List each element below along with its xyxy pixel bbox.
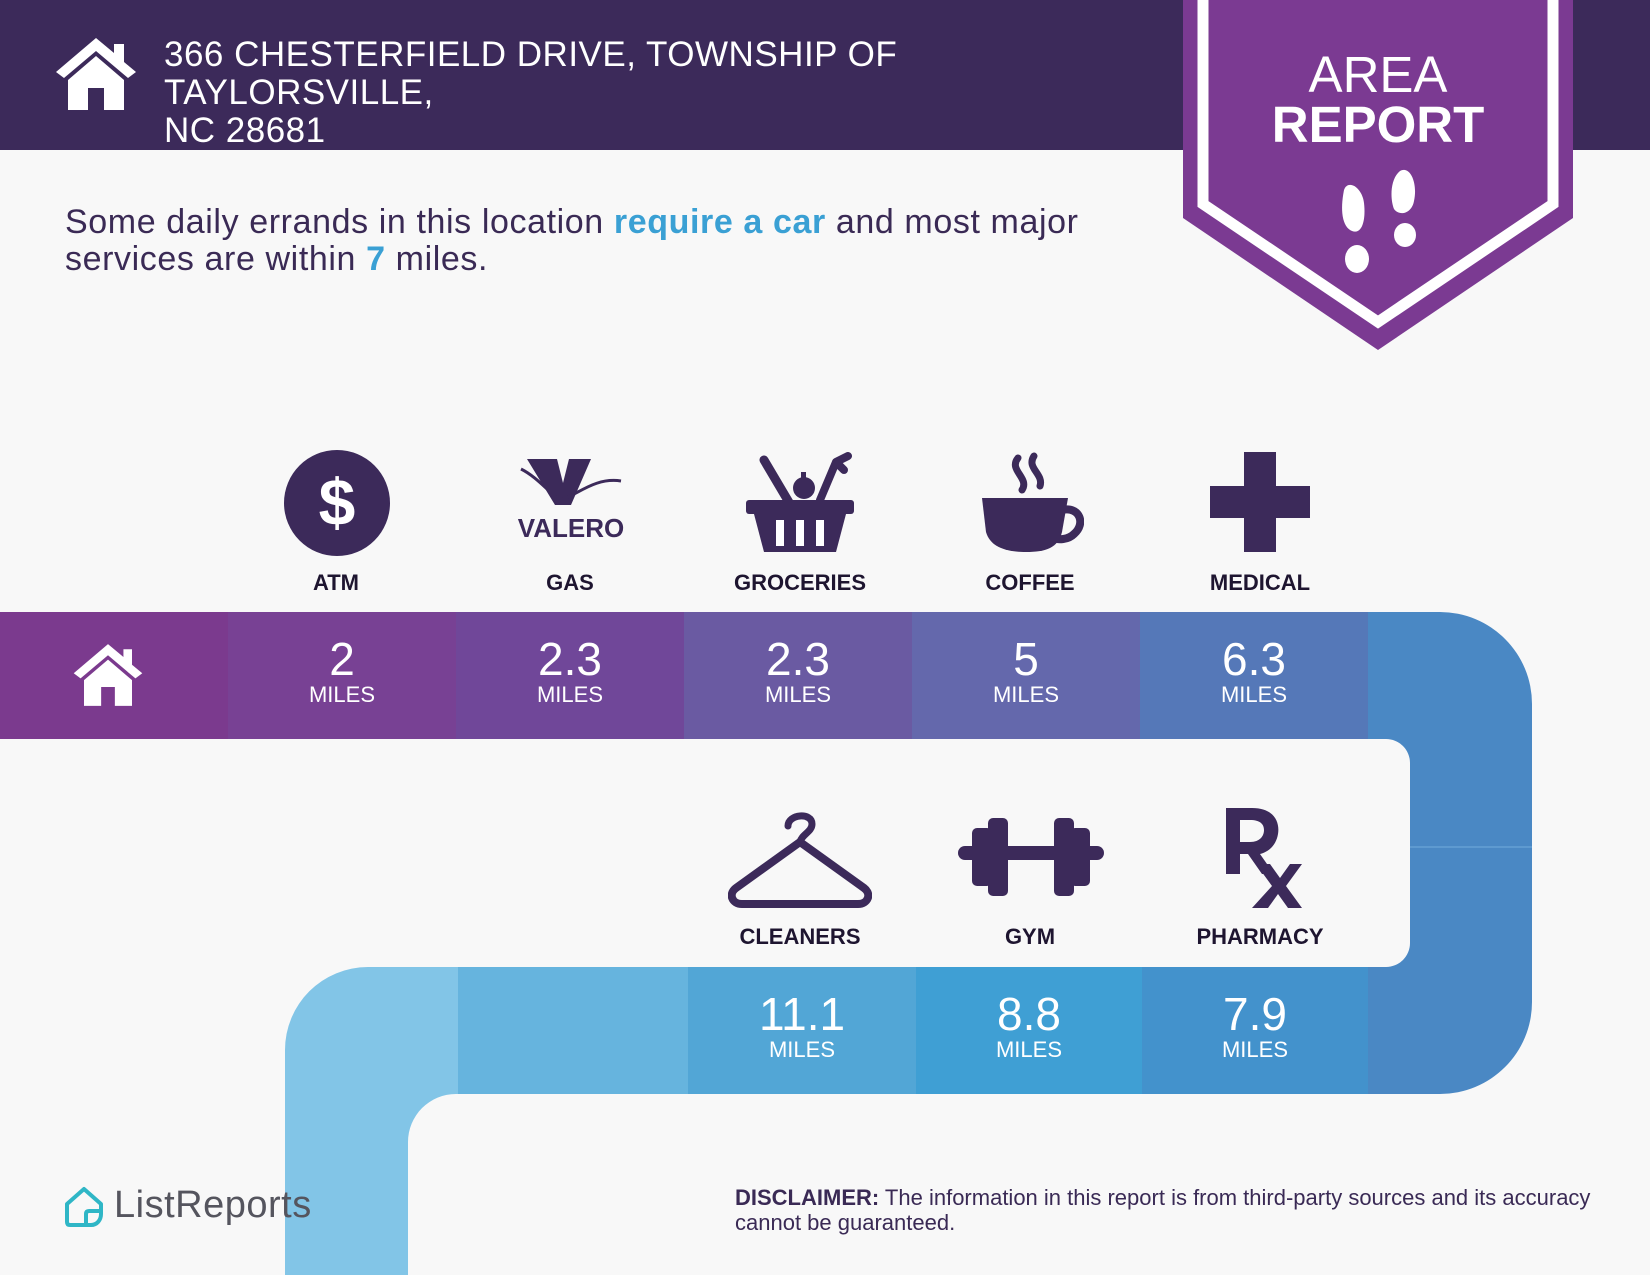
distance-cell-gym: 8.8 MILES bbox=[916, 967, 1142, 1094]
amenity-label-groceries: GROCERIES bbox=[733, 570, 867, 595]
house-icon bbox=[73, 644, 143, 706]
valero-logo: VALERO bbox=[518, 459, 624, 541]
dollar-icon: $ bbox=[284, 450, 390, 556]
distance-unit: MILES bbox=[536, 682, 604, 707]
address-line-1: 366 CHESTERFIELD DRIVE, TOWNSHIP OF TAYL… bbox=[164, 35, 898, 112]
badge-title: AREA REPORT bbox=[1183, 46, 1573, 153]
summary-text: Some daily errands in this location requ… bbox=[65, 204, 1165, 278]
area-report-badge bbox=[1183, 0, 1573, 350]
home-cell bbox=[0, 612, 228, 739]
distance-cell-pharmacy: 7.9 MILES bbox=[1142, 967, 1368, 1094]
distance-cell-coffee: 5 MILES bbox=[912, 612, 1140, 739]
distance-unit: MILES bbox=[308, 682, 376, 707]
disclaimer: DISCLAIMER: The information in this repo… bbox=[735, 1185, 1595, 1235]
distance-row-2: 11.1 MILES 8.8 MILES 7.9 MILES bbox=[458, 967, 1370, 1094]
house-icon bbox=[56, 38, 136, 110]
distance-unit: MILES bbox=[995, 1037, 1063, 1062]
distance-cell-atm: 2 MILES bbox=[228, 612, 456, 739]
distance-value: 7.9 bbox=[1223, 988, 1287, 1040]
distance-cell-groceries: 2.3 MILES bbox=[684, 612, 912, 739]
distance-unit: MILES bbox=[768, 1037, 836, 1062]
summary-highlight-miles: 7 bbox=[366, 240, 386, 278]
svg-text:$: $ bbox=[319, 465, 356, 539]
distance-unit: MILES bbox=[1221, 1037, 1289, 1062]
distance-row-1: 2 MILES 2.3 MILES 2.3 MILES 5 MILES 6.3 … bbox=[0, 612, 1370, 739]
hanger-icon bbox=[728, 812, 872, 908]
badge-title-line-2: REPORT bbox=[1271, 96, 1485, 153]
amenity-label-cleaners: CLEANERS bbox=[739, 924, 861, 949]
summary-part-1: Some daily errands in this location bbox=[65, 203, 614, 241]
summary-part-2: and most major services are within bbox=[65, 203, 1079, 278]
rx-icon bbox=[1226, 808, 1302, 908]
medical-cross-icon bbox=[1210, 452, 1310, 552]
distance-value: 5 bbox=[1013, 633, 1039, 685]
listreports-logo-icon bbox=[65, 1187, 103, 1227]
distance-unit: MILES bbox=[992, 682, 1060, 707]
distance-value: 2.3 bbox=[538, 633, 602, 685]
amenity-label-gym: GYM bbox=[1004, 924, 1056, 949]
summary-part-3: miles. bbox=[385, 240, 489, 278]
amenity-label-atm: ATM bbox=[312, 570, 360, 595]
distance-value: 8.8 bbox=[997, 988, 1061, 1040]
distance-value: 2.3 bbox=[766, 633, 830, 685]
distance-cell-gas: 2.3 MILES bbox=[456, 612, 684, 739]
amenity-label-gas: GAS bbox=[546, 570, 594, 595]
valero-logo-text: VALERO bbox=[518, 513, 624, 541]
footprints-icon bbox=[1342, 169, 1416, 273]
summary-highlight-car: require a car bbox=[613, 203, 826, 241]
badge-title-line-1: AREA bbox=[1308, 46, 1448, 103]
amenity-label-pharmacy: PHARMACY bbox=[1196, 924, 1324, 949]
dumbbell-icon bbox=[958, 818, 1104, 896]
distance-value: 11.1 bbox=[758, 988, 846, 1040]
property-address: 366 CHESTERFIELD DRIVE, TOWNSHIP OF TAYL… bbox=[164, 36, 1164, 150]
amenity-label-coffee: COFFEE bbox=[985, 570, 1075, 595]
amenity-label-medical: MEDICAL bbox=[1209, 570, 1311, 595]
disclaimer-label: DISCLAIMER: bbox=[735, 1185, 880, 1210]
address-line-2: NC 28681 bbox=[164, 111, 326, 150]
listreports-logo-text: ListReports bbox=[114, 1184, 312, 1226]
distance-cell-cleaners: 11.1 MILES bbox=[688, 967, 916, 1094]
distance-unit: MILES bbox=[764, 682, 832, 707]
grocery-basket-icon bbox=[746, 452, 854, 552]
distance-unit: MILES bbox=[1220, 682, 1288, 707]
distance-value: 6.3 bbox=[1222, 633, 1286, 685]
distance-cell-medical: 6.3 MILES bbox=[1140, 612, 1368, 739]
coffee-cup-icon bbox=[982, 452, 1084, 552]
disclaimer-text: The information in this report is from t… bbox=[735, 1185, 1591, 1235]
distance-value: 2 bbox=[329, 633, 355, 685]
